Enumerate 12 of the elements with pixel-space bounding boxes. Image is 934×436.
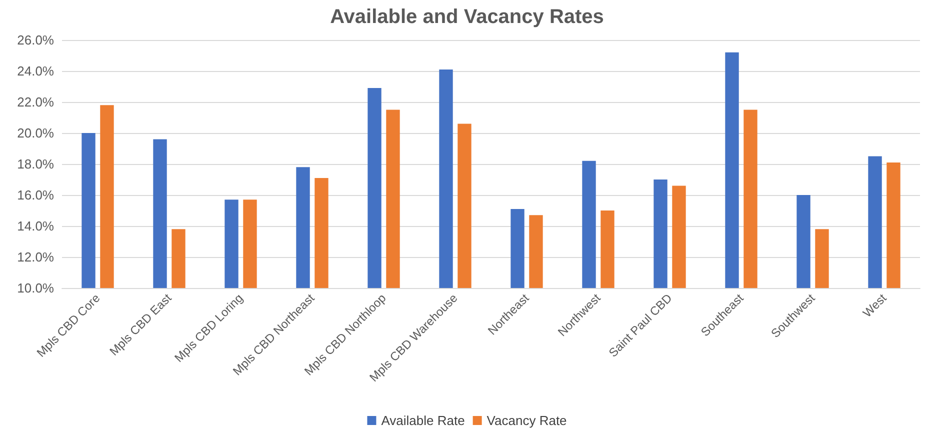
y-tick-label: 14.0% bbox=[17, 218, 54, 234]
y-tick-label: 22.0% bbox=[17, 94, 54, 110]
legend-label: Vacancy Rate bbox=[486, 413, 567, 428]
y-tick-label: 24.0% bbox=[17, 64, 54, 78]
y-tick-label: 10.0% bbox=[17, 280, 54, 296]
y-tick-label: 16.0% bbox=[17, 188, 54, 202]
chart-title: Available and Vacancy Rates bbox=[330, 6, 604, 28]
y-tick-label: 18.0% bbox=[17, 156, 54, 172]
y-tick-label: 20.0% bbox=[17, 126, 54, 140]
y-tick-label: 26.0% bbox=[17, 32, 54, 48]
y-tick-label: 12.0% bbox=[17, 250, 54, 264]
legend-label: Available Rate bbox=[381, 413, 465, 428]
